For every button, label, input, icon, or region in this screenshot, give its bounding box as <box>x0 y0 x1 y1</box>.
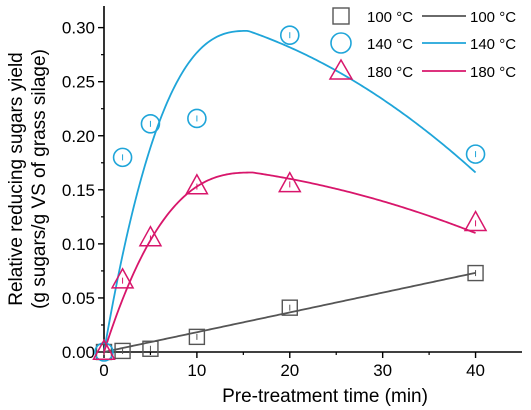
legend-line-label: 140 °C <box>470 36 516 53</box>
triangle-marker <box>185 173 209 195</box>
legend-marker-label: 140 °C <box>367 36 413 53</box>
fit-curves <box>103 29 477 353</box>
x-tick-label: 10 <box>187 361 206 380</box>
square-marker <box>142 340 159 357</box>
square-marker <box>188 328 206 346</box>
x-tick-label: 30 <box>373 361 392 380</box>
legend-marker-label: 180 °C <box>367 64 413 81</box>
circle-marker <box>465 144 486 164</box>
triangle-marker <box>278 171 302 193</box>
x-tick-label: 40 <box>466 361 485 380</box>
circle-marker <box>279 25 300 45</box>
y-tick-label: 0.25 <box>62 73 95 92</box>
triangle-marker <box>138 225 163 247</box>
legend-line-label: 100 °C <box>470 9 516 26</box>
legend-line-label: 180 °C <box>470 64 516 81</box>
square-marker <box>467 264 484 282</box>
triangle-marker <box>92 338 116 360</box>
legend-marker-label: 100 °C <box>367 9 413 26</box>
triangle-marker <box>463 210 488 232</box>
y-axis-label-line2: (g sugars/g VS of grass silage) <box>29 49 50 309</box>
circle-marker <box>94 342 114 362</box>
fit-line <box>103 271 476 353</box>
legend-triangle-icon <box>328 58 354 80</box>
circle-marker <box>112 147 133 168</box>
y-tick-label: 0.20 <box>62 127 95 146</box>
y-axis-label-line1: Relative reducing sugars yield <box>6 52 27 305</box>
y-tick-label: 0.00 <box>62 343 95 362</box>
legend-square-icon <box>332 7 350 25</box>
data-markers <box>92 25 488 362</box>
circle-marker <box>140 114 161 134</box>
fit-line <box>103 171 476 353</box>
circle-marker <box>187 108 207 129</box>
legend: 100 °C 100 °C 140 °C 140 °C 180 °C 180 °C <box>328 7 516 81</box>
triangle-marker <box>110 267 135 289</box>
y-tick-label: 0.15 <box>62 181 95 200</box>
square-marker <box>114 342 131 360</box>
legend-circle-icon <box>330 32 352 54</box>
y-tick-label: 0.30 <box>62 19 95 38</box>
x-axis-label: Pre-treatment time (min) <box>222 386 428 407</box>
x-tick-label: 0 <box>99 361 108 380</box>
x-tick-label: 20 <box>280 361 299 380</box>
y-tick-label: 0.05 <box>62 289 95 308</box>
square-marker <box>281 299 298 316</box>
y-tick-label: 0.10 <box>62 235 95 254</box>
fit-line <box>103 29 477 353</box>
axes: 0.00 0.05 0.10 0.15 0.20 0.25 0.30 0 10 20 30 40 <box>62 6 522 380</box>
